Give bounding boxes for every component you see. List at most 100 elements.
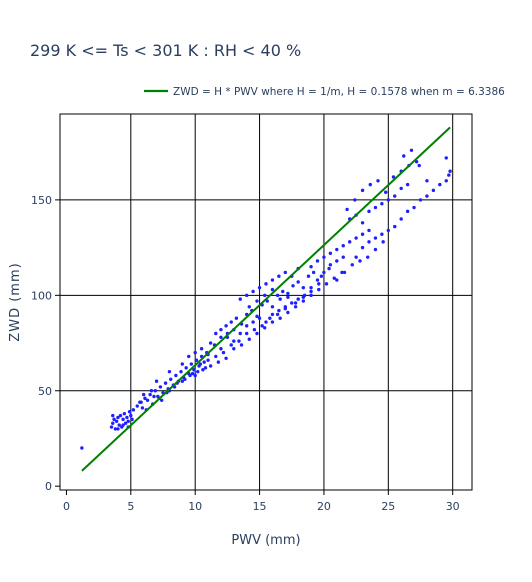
data-point xyxy=(376,179,380,183)
data-point xyxy=(152,394,156,399)
data-point xyxy=(327,266,331,271)
data-point xyxy=(438,182,442,187)
data-point xyxy=(309,293,313,298)
data-point xyxy=(393,224,397,229)
data-point xyxy=(425,179,429,183)
data-point xyxy=(229,320,233,324)
data-point xyxy=(140,406,145,410)
x-ticks: 0 5 10 15 20 25 30 xyxy=(63,490,460,513)
data-point xyxy=(158,385,163,389)
data-point xyxy=(123,421,128,425)
data-point xyxy=(386,198,391,202)
data-point xyxy=(208,364,213,368)
data-point xyxy=(237,339,241,343)
data-point xyxy=(109,425,114,429)
data-point xyxy=(116,427,120,431)
data-point xyxy=(391,175,396,179)
data-point xyxy=(354,255,358,259)
data-point xyxy=(373,236,378,240)
data-point xyxy=(373,205,378,210)
data-point xyxy=(277,308,281,313)
data-point xyxy=(380,232,384,236)
data-point xyxy=(187,354,191,359)
data-point xyxy=(444,179,448,183)
data-point xyxy=(366,255,370,259)
data-point xyxy=(353,198,357,202)
data-point xyxy=(293,305,298,309)
data-point xyxy=(296,297,300,301)
data-point xyxy=(129,413,133,418)
data-point xyxy=(131,408,136,412)
data-point xyxy=(402,154,406,158)
data-point xyxy=(270,320,275,324)
data-point xyxy=(444,156,448,160)
data-point xyxy=(149,389,154,393)
data-point xyxy=(219,327,223,332)
data-point xyxy=(425,194,429,198)
data-point xyxy=(257,316,262,320)
data-point xyxy=(301,299,306,303)
data-point xyxy=(229,343,233,347)
data-point xyxy=(270,305,275,309)
data-point xyxy=(214,331,218,336)
data-point xyxy=(180,379,185,383)
data-point xyxy=(121,417,125,422)
data-point xyxy=(317,287,321,292)
data-point xyxy=(322,270,326,275)
data-point xyxy=(201,368,205,372)
data-point xyxy=(135,404,139,408)
data-point xyxy=(286,291,290,296)
x-axis-label: PWV (mm) xyxy=(231,533,300,548)
y-tick-label: 0 xyxy=(45,480,52,493)
data-point xyxy=(193,350,197,355)
data-point xyxy=(260,324,264,328)
x-tick-label: 20 xyxy=(317,500,331,513)
data-point xyxy=(80,446,84,450)
data-point xyxy=(116,415,120,420)
data-point xyxy=(270,312,275,317)
data-point xyxy=(367,240,371,244)
data-point xyxy=(122,411,127,416)
data-point xyxy=(192,368,196,372)
data-point xyxy=(290,301,294,305)
data-point xyxy=(412,205,416,210)
data-point xyxy=(163,381,168,385)
data-point xyxy=(238,297,242,301)
data-point xyxy=(224,324,228,328)
data-point xyxy=(247,337,251,341)
data-point xyxy=(286,310,290,315)
data-point xyxy=(293,301,298,305)
data-point xyxy=(194,358,199,362)
data-point xyxy=(127,410,132,414)
data-point xyxy=(113,427,118,431)
data-point xyxy=(448,169,452,173)
data-point xyxy=(270,278,275,282)
data-point xyxy=(263,326,267,330)
data-point xyxy=(257,285,262,290)
data-point xyxy=(340,270,344,275)
data-point xyxy=(319,274,324,278)
data-point xyxy=(255,331,259,336)
data-point xyxy=(341,243,345,248)
data-point xyxy=(221,350,226,355)
data-point xyxy=(143,396,147,401)
data-point xyxy=(179,369,183,374)
x-tick-label: 0 xyxy=(63,500,70,513)
data-point xyxy=(283,306,288,311)
data-point xyxy=(309,285,313,290)
data-point xyxy=(214,354,218,359)
data-point xyxy=(367,209,371,214)
data-point xyxy=(160,398,164,402)
data-point xyxy=(112,417,116,422)
data-point xyxy=(309,289,313,294)
data-point xyxy=(238,331,242,336)
data-point xyxy=(384,190,388,194)
data-point xyxy=(121,423,125,427)
data-point xyxy=(268,316,272,320)
data-point xyxy=(180,362,185,366)
data-point xyxy=(141,392,146,397)
data-point xyxy=(332,276,336,280)
data-point xyxy=(345,207,349,212)
data-point xyxy=(199,347,204,351)
data-point xyxy=(335,259,339,263)
